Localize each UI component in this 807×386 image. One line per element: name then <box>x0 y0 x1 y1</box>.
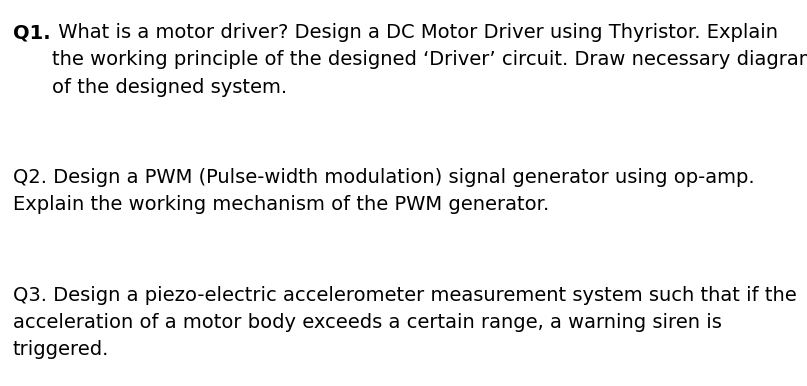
Text: Q3. Design a piezo-electric accelerometer measurement system such that if the
ac: Q3. Design a piezo-electric acceleromete… <box>13 286 797 359</box>
Text: Q1.: Q1. <box>13 23 51 42</box>
Text: What is a motor driver? Design a DC Motor Driver using Thyristor. Explain
the wo: What is a motor driver? Design a DC Moto… <box>52 23 807 96</box>
Text: Q2. Design a PWM (Pulse-width modulation) signal generator using op-amp.
Explain: Q2. Design a PWM (Pulse-width modulation… <box>13 168 755 214</box>
